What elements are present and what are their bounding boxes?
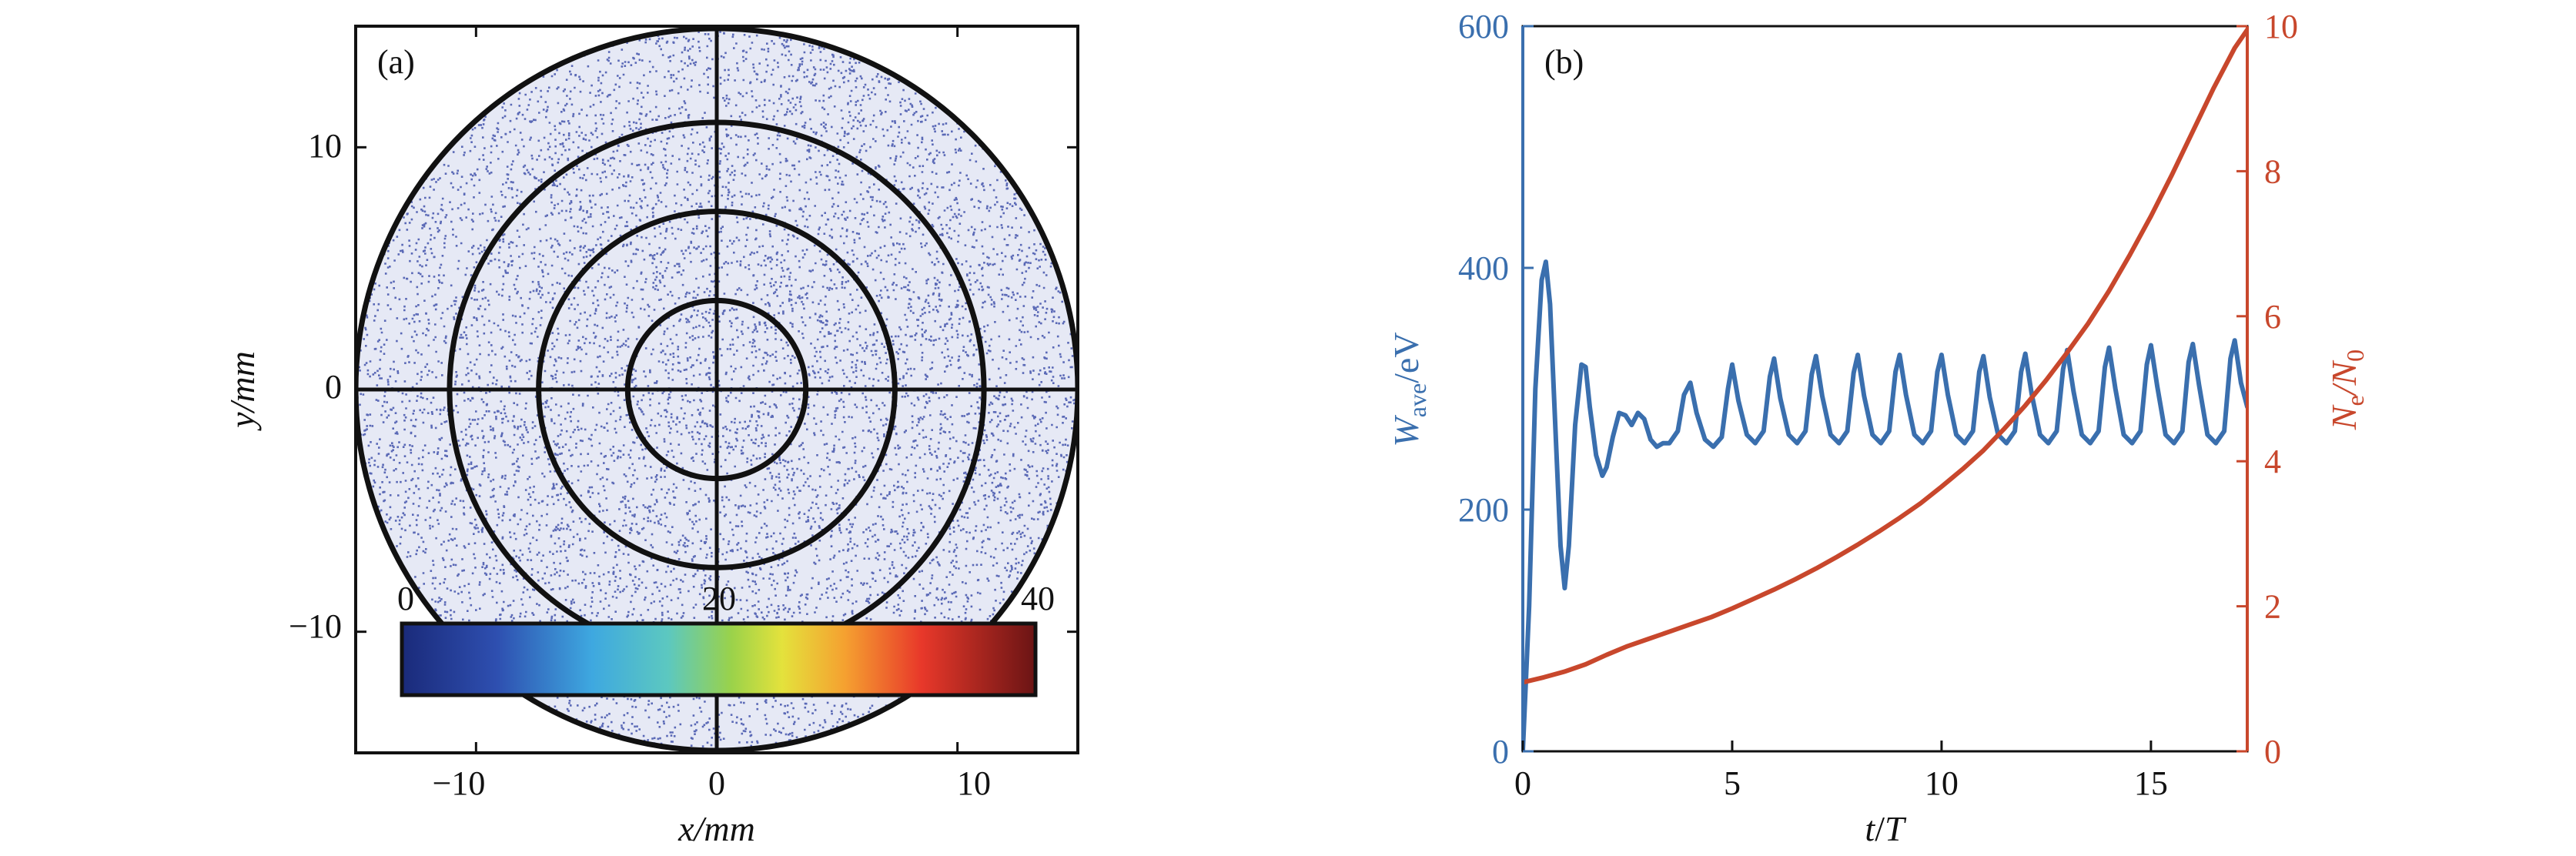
series-line-w-ave bbox=[1523, 259, 2247, 751]
y-tick-label: −10 bbox=[289, 607, 342, 645]
x-tick-label: 15 bbox=[2134, 764, 2168, 802]
x-tick-label: −10 bbox=[433, 764, 486, 802]
x-tick-label: 10 bbox=[1925, 764, 1959, 802]
y-left-tick-label: 400 bbox=[1458, 249, 1509, 287]
colorbar-gradient bbox=[400, 621, 1038, 697]
y-axis-title: y/mm bbox=[222, 351, 262, 431]
series-line-ne-n0 bbox=[1523, 27, 2247, 685]
x-tick-label: 5 bbox=[1724, 764, 1741, 802]
x-axis-title: t/T bbox=[1865, 809, 1907, 848]
x-tick-label: 0 bbox=[708, 764, 725, 802]
colorbar-tick-label: 40 bbox=[1021, 580, 1055, 617]
y-right-axis-title: Ne/N0 bbox=[2324, 349, 2369, 430]
y-tick-label: 0 bbox=[325, 368, 342, 406]
line-series-group bbox=[1523, 27, 2247, 751]
y-tick-label: 10 bbox=[308, 127, 342, 165]
y-left-tick-label: 600 bbox=[1458, 8, 1509, 45]
panel-label: (b) bbox=[1544, 43, 1584, 81]
panel-a-scatter: 0 20 40 (a) −10 0 10 10 0 −10 x/mm y/mm bbox=[222, 25, 1079, 848]
y-left-tick-label: 0 bbox=[1492, 733, 1509, 771]
y-right-tick-label: 4 bbox=[2264, 443, 2281, 480]
y-right-tick-label: 10 bbox=[2264, 8, 2298, 45]
y-left-tick-label: 200 bbox=[1458, 491, 1509, 529]
y-right-tick-label: 6 bbox=[2264, 298, 2281, 336]
y-right-tick-label: 0 bbox=[2264, 733, 2281, 771]
colorbar-tick-label: 0 bbox=[397, 580, 414, 617]
y-right-tick-label: 8 bbox=[2264, 152, 2281, 190]
y-right-tick-label: 2 bbox=[2264, 588, 2281, 626]
axis-ticks: 0 5 10 15 0 200 400 600 0 2 4 6 8 10 bbox=[1458, 8, 2298, 802]
x-axis-title: x/mm bbox=[677, 809, 755, 848]
colorbar: 0 20 40 bbox=[397, 580, 1055, 697]
panel-label: (a) bbox=[377, 43, 415, 81]
x-tick-label: 10 bbox=[957, 764, 991, 802]
axis-ticks bbox=[356, 26, 1078, 753]
x-tick-label: 0 bbox=[1514, 764, 1531, 802]
colorbar-tick-label: 20 bbox=[702, 580, 736, 617]
y-left-axis-title: Wave/eV bbox=[1387, 332, 1431, 446]
